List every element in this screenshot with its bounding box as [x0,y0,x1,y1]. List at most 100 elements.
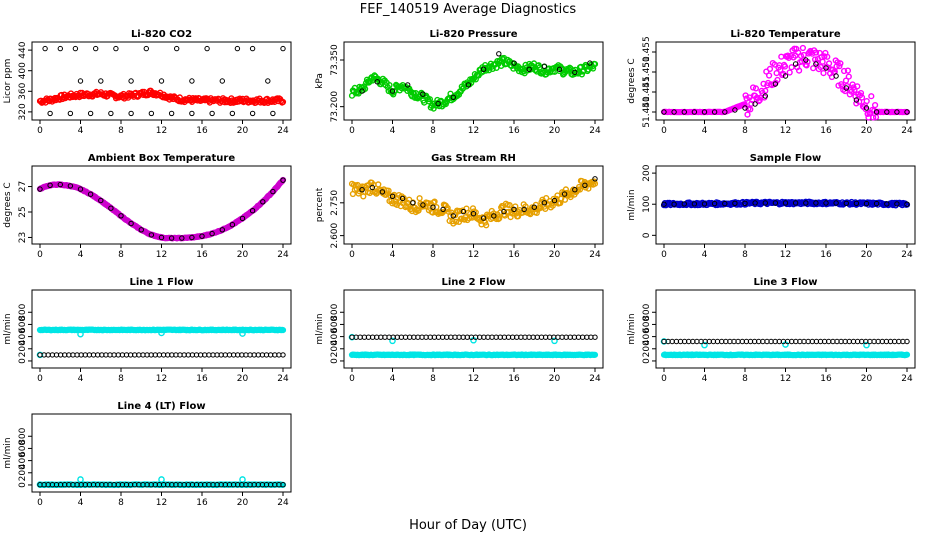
y-tick-label: 400 [330,328,340,345]
average-point [772,81,779,87]
y-axis-label: ml/min [3,437,13,468]
average-point [541,63,548,69]
average-point [435,100,441,107]
figure-x-axis-label: Hour of Day (UTC) [409,518,527,533]
x-tick-label: 0 [37,374,43,384]
average-point [572,69,578,76]
average-point [204,45,210,52]
y-axis-label: Licor ppm [3,59,13,104]
average-point [732,107,738,113]
dense-point [766,65,774,73]
y-tick-label: 25 [18,206,28,217]
average-point [792,61,799,67]
average-point [762,93,768,99]
average-point [863,105,870,111]
panel-title: Li-820 Temperature [730,29,840,40]
y-tick-label: 600 [18,440,28,457]
average-point [572,187,578,193]
average-point [108,110,114,117]
average-point [72,45,79,52]
panel-title: Line 3 Flow [754,277,818,288]
average-point [803,57,809,63]
dense-point [591,351,599,358]
x-tick-label: 24 [589,126,601,136]
x-tick-label: 4 [78,250,84,260]
x-tick-label: 20 [237,126,249,136]
x-tick-label: 20 [861,126,873,136]
dense-point [744,111,751,118]
average-point [118,213,124,219]
average-point [691,109,698,115]
x-tick-label: 20 [549,374,561,384]
y-tick-label: 51.455 [642,36,652,68]
average-point [113,45,119,52]
y-tick-label: 400 [642,328,652,345]
outlier-point [239,476,246,483]
x-tick-label: 4 [702,126,708,136]
panel-title: Line 2 Flow [442,277,506,288]
x-tick-label: 0 [661,250,667,260]
x-tick-label: 24 [901,374,913,384]
x-tick-label: 8 [742,126,748,136]
average-point [813,61,819,67]
average-point [420,91,426,97]
x-tick-label: 4 [390,374,396,384]
average-point [209,110,215,117]
dense-point [568,191,575,198]
x-tick-label: 20 [237,498,249,508]
dense-point [812,49,820,56]
x-tick-label: 20 [237,250,249,260]
x-tick-label: 0 [349,126,355,136]
dense-point [431,198,438,205]
dense-point [406,196,413,203]
x-tick-label: 4 [390,126,396,136]
x-tick-label: 12 [156,126,167,136]
average-point [239,215,246,222]
x-tick-label: 12 [156,250,167,260]
average-point [189,234,195,241]
y-axis-label: ml/min [627,313,637,344]
y-tick-label: 0 [18,358,28,364]
average-point [374,79,380,85]
average-point [772,200,779,206]
y-tick-label: 23 [18,232,28,243]
average-point [661,109,667,115]
dense-point [506,202,513,209]
average-point [711,200,718,207]
dense-point [786,69,793,76]
dense-point [824,53,831,60]
x-tick-label: 24 [901,126,913,136]
dense-point [765,72,773,79]
average-point [501,208,507,215]
y-tick-label: 440 [18,41,28,58]
y-tick-label: 200 [642,164,652,181]
average-point [280,45,286,52]
average-point [894,201,900,207]
dense-point [788,64,795,71]
average-point [265,78,271,84]
average-point [722,200,728,207]
dense-point [591,60,599,68]
average-point [249,208,256,214]
average-point [67,183,74,189]
dense-point [386,81,393,89]
x-tick-label: 12 [780,126,791,136]
average-point [752,200,758,206]
x-tick-label: 8 [118,374,124,384]
dense-point [777,66,784,74]
dense-point [773,69,780,77]
average-point [47,110,53,117]
dense-point [469,205,477,212]
average-point [37,186,43,192]
average-point [189,110,195,117]
y-axis-label: kPa [315,73,325,89]
average-point [833,73,839,79]
x-tick-label: 16 [820,374,832,384]
average-point [87,191,94,197]
average-point [480,215,487,221]
average-point [359,88,365,94]
average-point [742,200,748,207]
x-tick-label: 4 [78,126,84,136]
